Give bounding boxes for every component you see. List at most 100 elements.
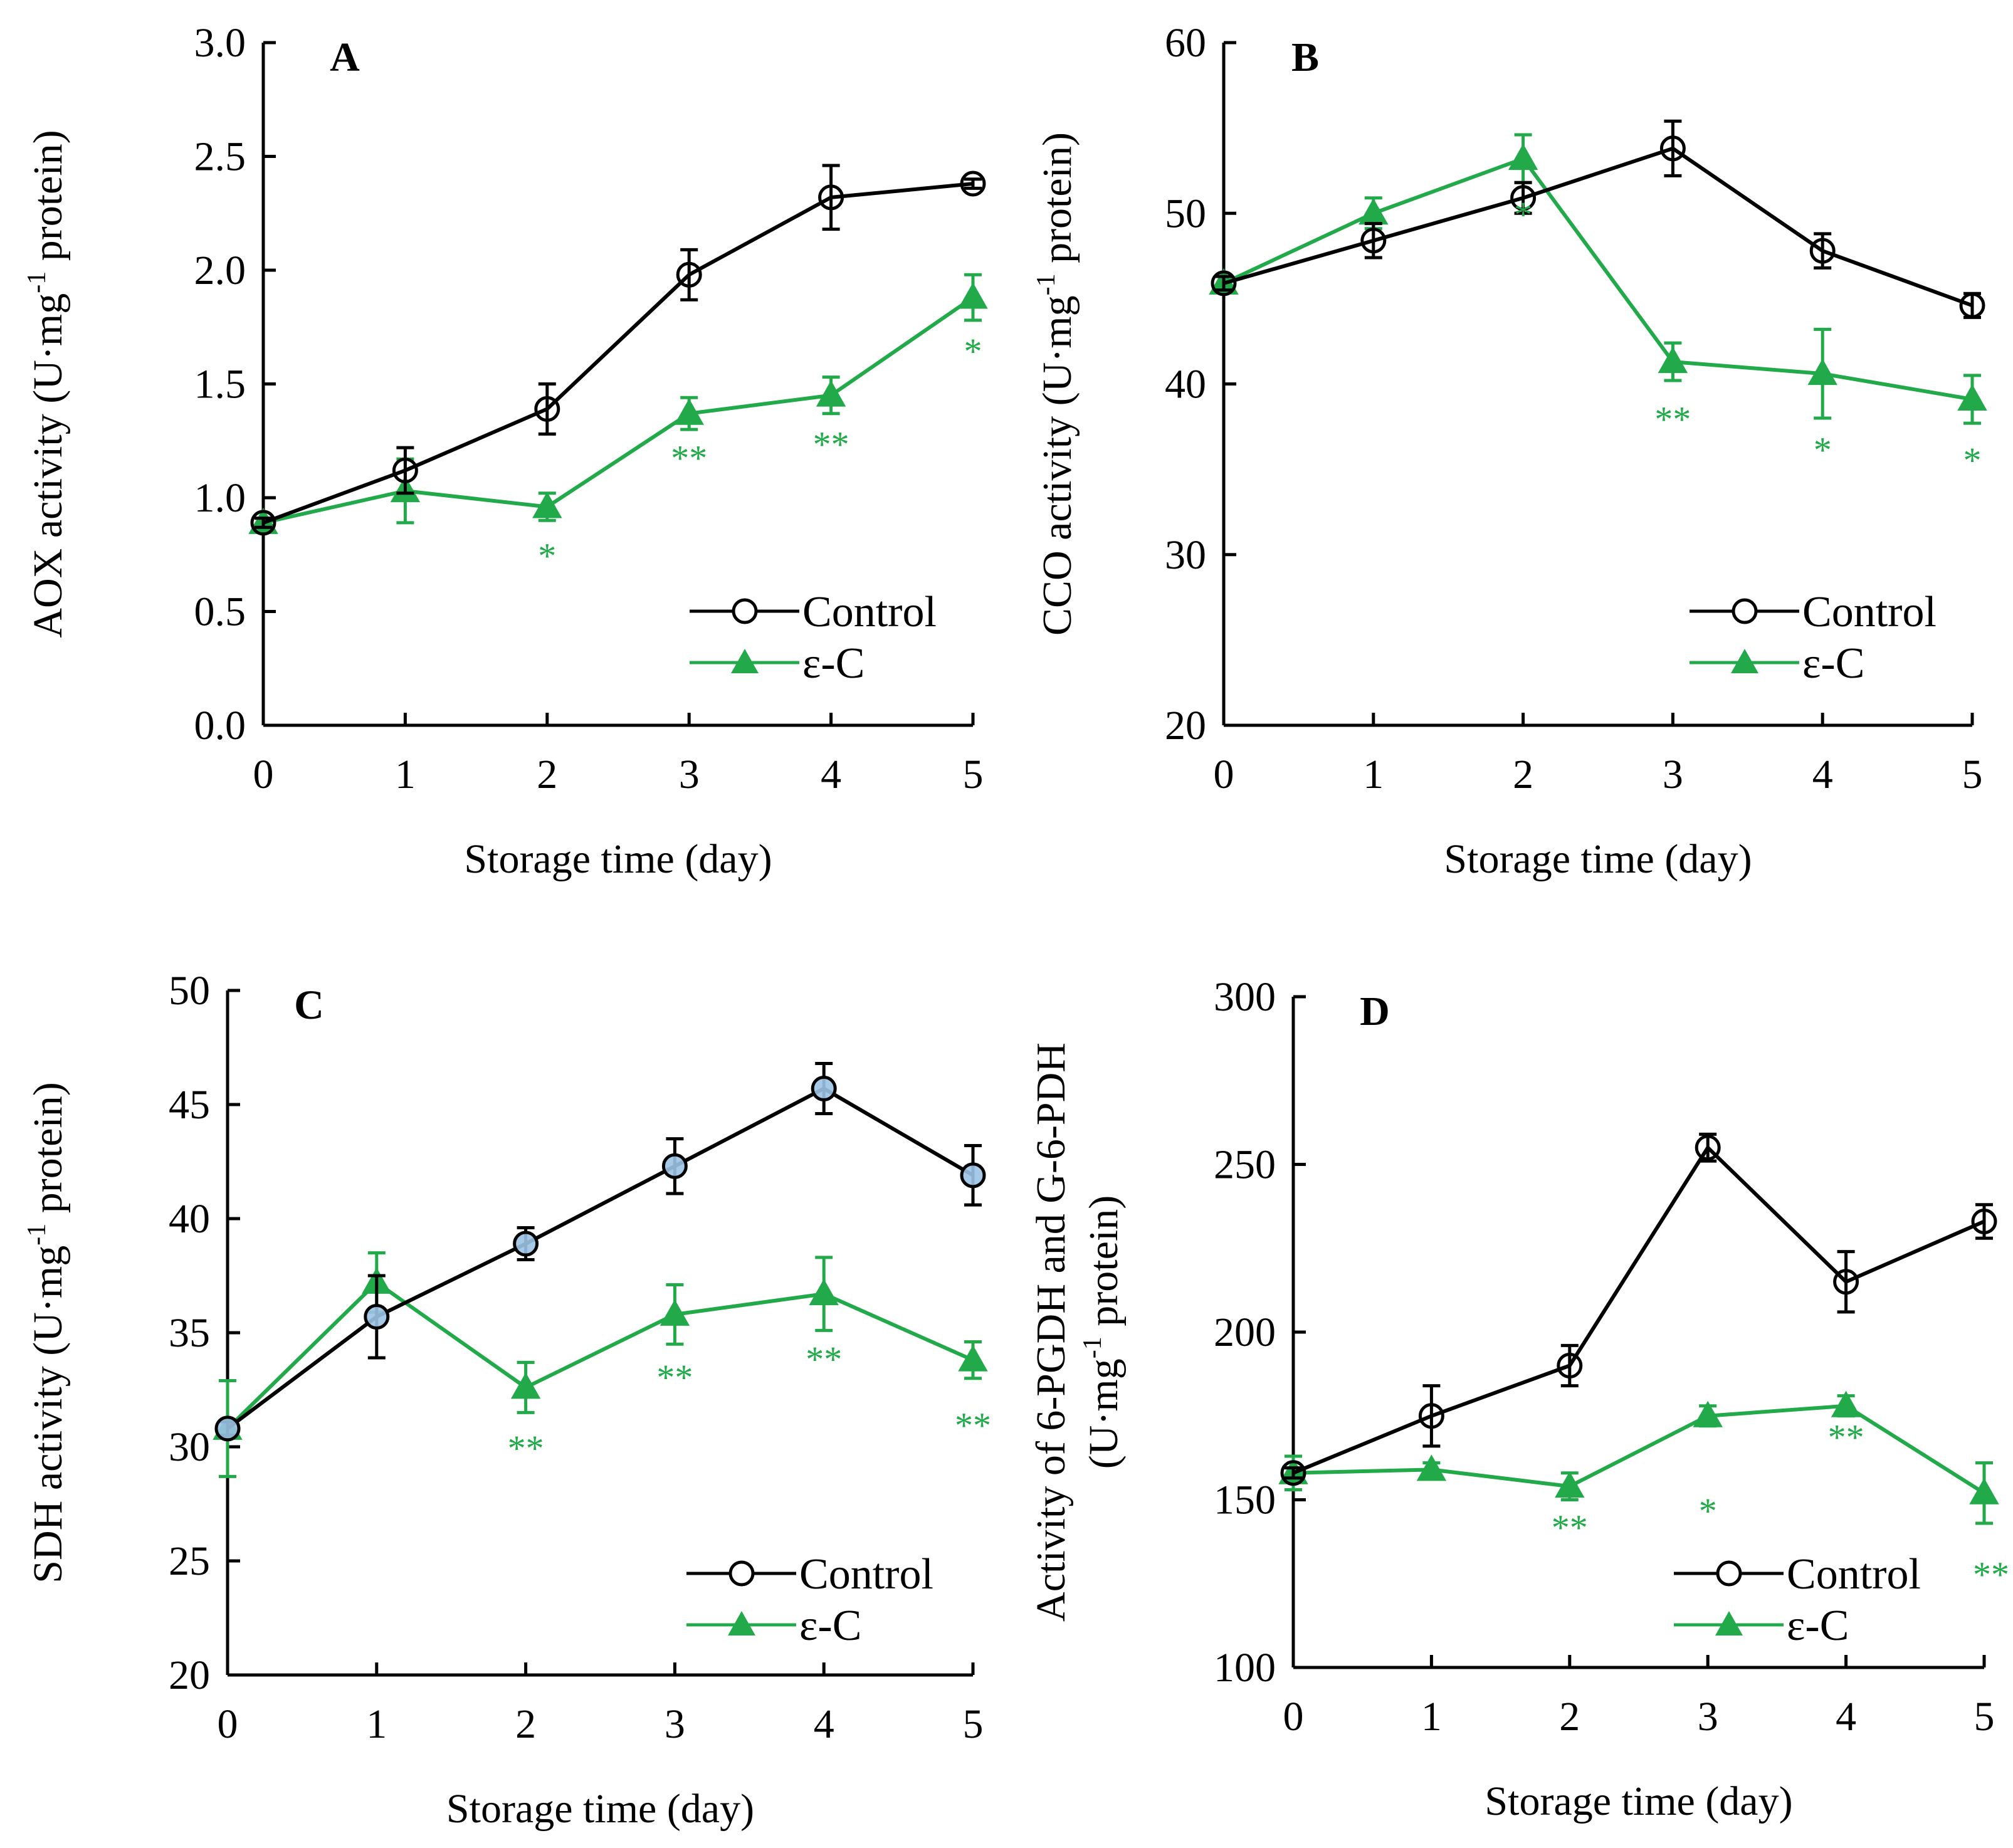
data-point xyxy=(532,491,562,518)
significance-marker: * xyxy=(1699,1491,1717,1531)
x-tick-label: 4 xyxy=(1812,752,1833,797)
x-tick-label: 2 xyxy=(537,752,557,797)
y-axis-label: CCO activity (U·mg-1 protein) xyxy=(1032,132,1080,636)
data-point xyxy=(960,171,986,197)
data-point xyxy=(660,1299,690,1326)
series-control xyxy=(1211,119,1985,319)
data-point xyxy=(809,1279,839,1306)
y-tick-label: 0.5 xyxy=(194,589,246,635)
y-tick-label: 250 xyxy=(1214,1142,1276,1188)
data-point xyxy=(1693,1400,1723,1427)
series-control xyxy=(214,1061,986,1442)
y-tick-label: 0.0 xyxy=(194,703,246,748)
y-tick-label: 30 xyxy=(1165,532,1206,578)
data-point xyxy=(1833,1269,1859,1295)
significance-marker: ** xyxy=(656,1357,693,1398)
y-tick-label: 300 xyxy=(1214,974,1276,1020)
y-axis-label: (U·mg-1 protein) xyxy=(1078,1195,1127,1469)
legend-label-treated: ε-C xyxy=(802,639,865,688)
x-tick-label: 4 xyxy=(1836,1694,1856,1740)
data-point xyxy=(1557,1353,1583,1378)
y-tick-label: 30 xyxy=(169,1424,210,1470)
x-tick-label: 4 xyxy=(814,1701,834,1747)
x-axis-label: Storage time (day) xyxy=(446,1786,754,1832)
significance-marker: * xyxy=(1814,430,1832,471)
series-treated xyxy=(213,1251,988,1478)
legend-marker-treated xyxy=(1715,1611,1743,1635)
x-tick-label: 5 xyxy=(963,752,984,797)
significance-marker: * xyxy=(538,536,556,577)
y-axis-label-line1: Activity of 6-PGDH and G-6-PDH xyxy=(1028,1042,1074,1622)
y-tick-label: 2.0 xyxy=(194,248,246,293)
x-tick-label: 1 xyxy=(395,752,416,797)
data-point xyxy=(958,1345,988,1372)
x-tick-label: 2 xyxy=(1513,752,1533,797)
x-tick-label: 3 xyxy=(1663,752,1683,797)
series-line xyxy=(1292,1145,1985,1475)
x-tick-label: 2 xyxy=(515,1701,536,1747)
y-axis-label-suffix: protein) xyxy=(1034,132,1080,273)
y-axis-label-prefix: (U·mg xyxy=(1081,1358,1127,1469)
x-tick-label: 0 xyxy=(253,752,274,797)
y-axis-label-prefix: CCO activity (U·mg xyxy=(1034,295,1080,636)
data-point xyxy=(661,1153,688,1179)
data-point xyxy=(1555,1471,1585,1498)
legend-marker-control xyxy=(728,1560,755,1587)
y-axis-label-suffix: protein) xyxy=(25,1082,71,1223)
panel-label: D xyxy=(1360,989,1390,1034)
data-point xyxy=(1280,1460,1306,1486)
data-point xyxy=(1971,1208,1997,1234)
data-point xyxy=(1508,144,1538,171)
significance-marker: ** xyxy=(1828,1417,1864,1457)
legend-label-treated: ε-C xyxy=(799,1602,861,1650)
significance-marker: * xyxy=(1963,440,1982,481)
y-tick-label: 60 xyxy=(1165,20,1206,66)
series-line xyxy=(1223,146,1974,308)
significance-marker: ** xyxy=(1654,399,1691,440)
legend-label-control: Control xyxy=(802,588,937,636)
y-tick-label: 50 xyxy=(1165,191,1206,236)
legend-label-treated: ε-C xyxy=(1787,1602,1849,1650)
series-line xyxy=(226,1086,974,1431)
y-tick-label: 200 xyxy=(1214,1310,1276,1355)
data-point xyxy=(1416,1454,1447,1481)
data-point xyxy=(811,1076,837,1102)
y-tick-label: 20 xyxy=(169,1652,210,1698)
data-point xyxy=(674,398,704,425)
y-axis-label-sup: -1 xyxy=(1032,273,1061,295)
significance-marker: ** xyxy=(671,438,707,478)
data-point xyxy=(364,1304,390,1330)
x-axis-label: Storage time (day) xyxy=(1444,836,1752,882)
data-point xyxy=(1807,359,1837,386)
x-tick-label: 1 xyxy=(1421,1694,1442,1740)
legend-marker-treated xyxy=(1731,649,1758,673)
y-axis-label-prefix: SDH activity (U·mg xyxy=(25,1246,71,1583)
x-tick-label: 1 xyxy=(366,1701,387,1747)
data-point xyxy=(1211,270,1237,297)
x-tick-label: 3 xyxy=(679,752,700,797)
legend-label-control: Control xyxy=(1802,588,1937,636)
data-point xyxy=(1418,1403,1444,1429)
y-tick-label: 1.0 xyxy=(194,475,246,521)
series-line xyxy=(1222,157,1973,401)
series-control xyxy=(250,164,986,536)
chart-panel-A: 0.0 0.5 1.0 1.5 2.0 2.5 3.0 0 1 2 3 4 5 Storage time … xyxy=(23,20,988,882)
data-point xyxy=(1957,384,1987,411)
significance-marker: ** xyxy=(508,1428,544,1469)
data-point xyxy=(1809,238,1836,264)
series-treated xyxy=(248,273,988,534)
data-point xyxy=(818,184,844,211)
series-line xyxy=(262,182,974,525)
x-axis-label: Storage time (day) xyxy=(1485,1778,1792,1824)
data-point xyxy=(1959,292,1985,318)
significance-marker: ** xyxy=(813,424,849,465)
data-point xyxy=(816,380,846,407)
y-axis-label-sup: -1 xyxy=(1078,1336,1107,1358)
y-tick-label: 50 xyxy=(169,968,210,1014)
legend-label-treated: ε-C xyxy=(1802,639,1864,688)
data-point xyxy=(960,1162,986,1189)
